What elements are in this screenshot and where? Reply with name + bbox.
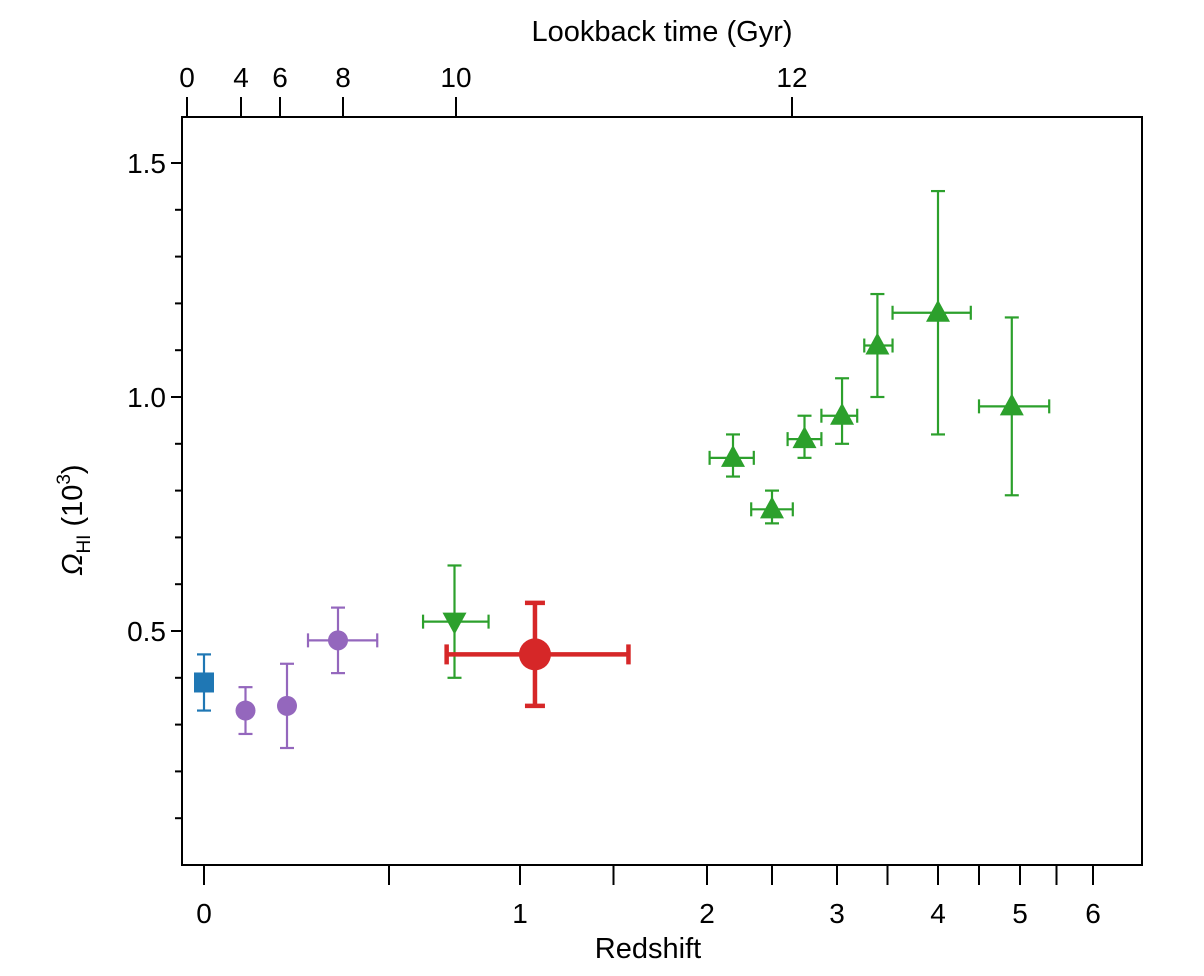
data-point: [750, 489, 794, 525]
data-point: [235, 686, 256, 736]
triangle-down-marker: [442, 612, 467, 635]
data-point: [306, 606, 379, 675]
x2-tick-label: 4: [233, 62, 249, 93]
y-axis-title-subscript: HI: [74, 535, 95, 554]
data-point: [708, 433, 755, 478]
triangle-up-marker: [721, 444, 745, 467]
x-tick-label: 3: [829, 898, 845, 929]
x-tick-label: 0: [196, 898, 212, 929]
y-axis-title-superscript: 3: [54, 474, 75, 485]
data-marks: [194, 189, 1051, 750]
data-point: [863, 292, 894, 399]
x-tick-label: 4: [930, 898, 946, 929]
x-tick-label: 1: [512, 898, 528, 929]
square-marker: [194, 672, 214, 693]
data-point: [444, 600, 631, 709]
x-axis-title: Redshift: [595, 933, 701, 965]
x-tick-label: 5: [1012, 898, 1028, 929]
triangle-up-marker: [926, 299, 950, 322]
x2-tick-label: 0: [179, 62, 195, 93]
x2-tick-label: 10: [440, 62, 471, 93]
y-axis-title: ΩHI (103): [54, 464, 95, 575]
triangle-up-marker: [792, 426, 817, 449]
y-axis-title-close: ): [57, 464, 89, 474]
triangle-up-marker: [865, 332, 890, 355]
y-axis-title-unit: (10: [57, 485, 89, 527]
triangle-up-marker: [760, 496, 784, 519]
data-point: [194, 653, 214, 712]
circle-marker: [518, 638, 551, 671]
data-point: [891, 189, 972, 436]
data-point: [977, 316, 1051, 497]
x2-axis-title: Lookback time (Gyr): [531, 16, 792, 48]
y-axis-title-symbol: Ω: [57, 554, 89, 576]
x-tick-label: 2: [699, 898, 715, 929]
x-tick-label: 6: [1085, 898, 1101, 929]
data-point: [820, 377, 859, 445]
triangle-up-marker: [999, 393, 1024, 416]
circle-marker: [235, 700, 256, 721]
y-tick-label: 0.5: [127, 616, 166, 647]
triangle-up-marker: [830, 402, 855, 425]
circle-marker: [277, 695, 297, 716]
x2-tick-label: 6: [272, 62, 288, 93]
y-tick-label: 1.5: [127, 148, 166, 179]
x2-tick-label: 8: [335, 62, 351, 93]
data-point: [786, 414, 823, 459]
y-tick-label: 1.0: [127, 382, 166, 413]
data-point: [421, 564, 490, 679]
axis-ticks: 0.51.01.50 1 2 3 4 5 60 4 6 8 10 12: [127, 62, 1101, 929]
x2-tick-label: 12: [776, 62, 807, 93]
circle-marker: [328, 630, 348, 651]
plot-area: [181, 116, 1143, 866]
data-point: [277, 662, 297, 750]
